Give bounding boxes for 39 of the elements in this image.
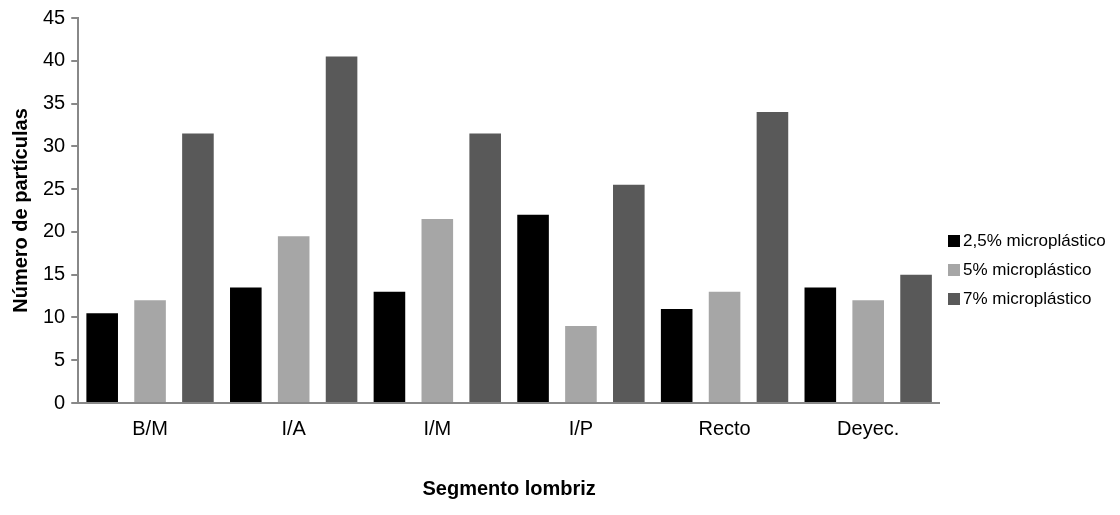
- bar: [277, 236, 310, 402]
- legend-label: 2,5% microplástico: [963, 230, 1106, 251]
- y-axis-title: Número de partículas: [8, 108, 31, 313]
- y-tick-label: 40: [43, 48, 66, 71]
- y-tick-label: 25: [43, 176, 66, 199]
- bar: [134, 300, 166, 402]
- bar: [373, 291, 406, 402]
- bar: [613, 184, 645, 402]
- x-axis-title: Segmento lombriz: [422, 476, 596, 499]
- bar: [86, 313, 118, 402]
- y-tick-label: 0: [54, 390, 66, 413]
- legend-label: 5% microplástico: [963, 259, 1092, 280]
- y-tick-label: 30: [43, 133, 66, 156]
- x-tick-label: I/M: [423, 416, 452, 439]
- bar: [756, 112, 789, 402]
- bar: [517, 214, 549, 402]
- x-tick-label: B/M: [132, 416, 168, 439]
- legend-label: 7% microplástico: [963, 288, 1092, 309]
- y-tick-label: 15: [43, 262, 66, 285]
- x-tick-label: I/P: [568, 416, 594, 439]
- bar: [852, 300, 884, 402]
- bar: [900, 274, 932, 402]
- bar: [708, 291, 741, 402]
- x-tick-label: I/A: [281, 416, 307, 439]
- bar: [469, 133, 501, 402]
- bar: [804, 287, 837, 402]
- y-tick-label: 35: [43, 91, 66, 114]
- bar: [325, 56, 358, 402]
- bar: [182, 133, 214, 402]
- bar: [660, 308, 693, 402]
- x-tick-label: Recto: [698, 416, 751, 439]
- y-tick-label: 5: [54, 347, 66, 370]
- y-tick-label: 10: [43, 304, 66, 327]
- bar: [565, 326, 597, 402]
- y-tick-label: 20: [43, 219, 66, 242]
- bar: [230, 287, 262, 402]
- bar: [421, 219, 454, 402]
- y-tick-label: 45: [43, 5, 66, 28]
- x-tick-label: Deyec.: [837, 416, 900, 439]
